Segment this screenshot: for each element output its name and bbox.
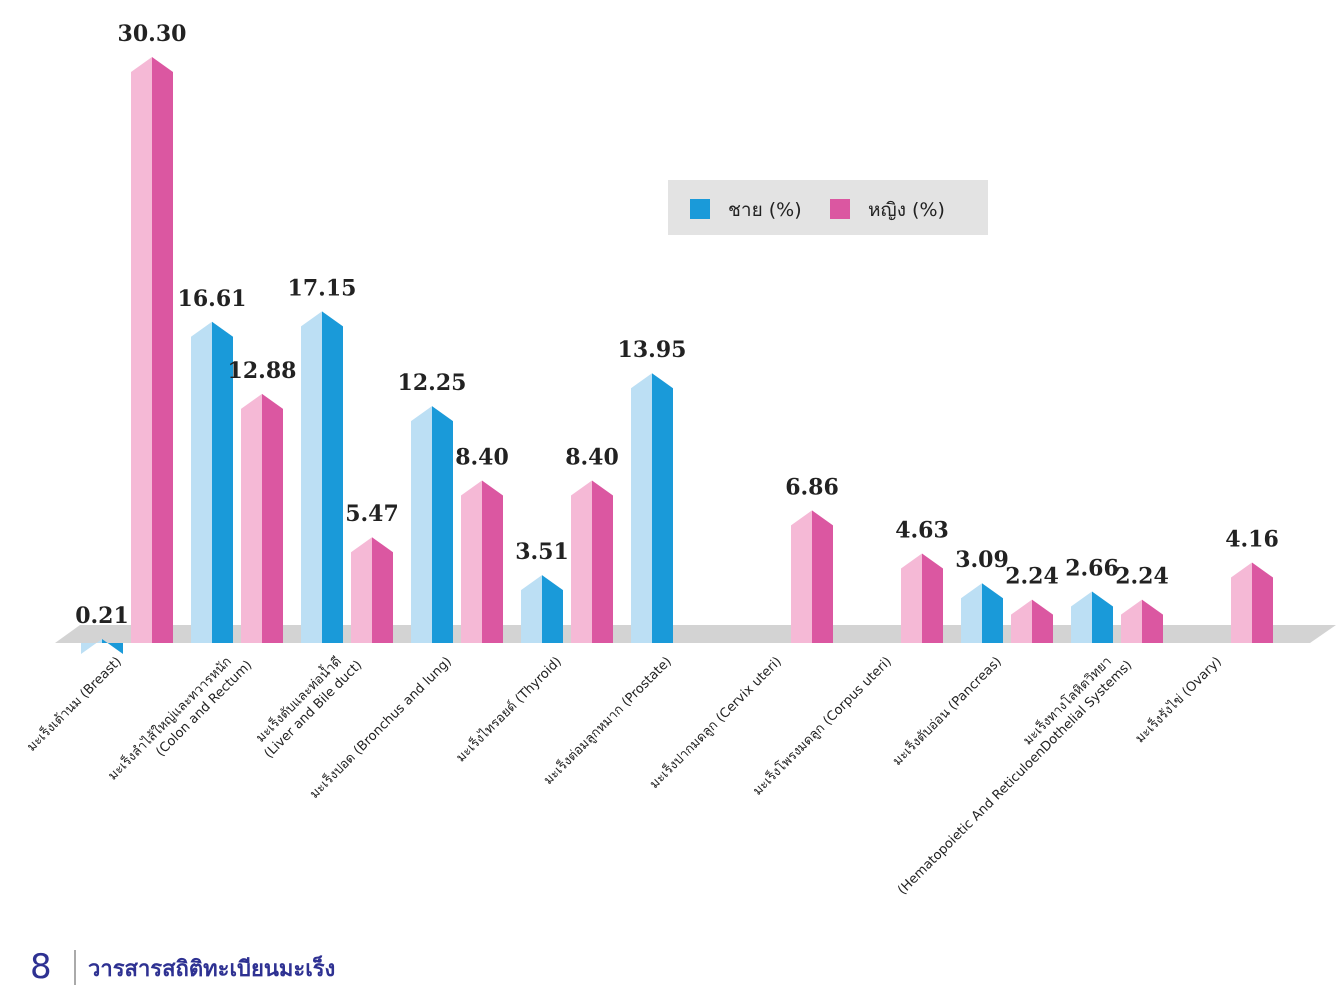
bar-left-face (461, 480, 482, 643)
bar (901, 553, 943, 643)
bar-right-face (152, 57, 173, 643)
bar-right-face (372, 537, 393, 643)
page-number: 8 (30, 947, 52, 987)
bar (81, 638, 123, 654)
value-label: 3.51 (515, 539, 569, 565)
value-label: 12.25 (398, 370, 467, 396)
bar-left-face (241, 393, 262, 643)
bar-right-face (1032, 599, 1053, 643)
value-label: 13.95 (618, 337, 687, 363)
value-label: 5.47 (345, 501, 399, 527)
bar-left-face (1121, 599, 1142, 643)
value-label: 8.40 (565, 445, 619, 471)
bar-left-face (81, 638, 102, 654)
bar (131, 57, 173, 643)
legend (668, 180, 988, 235)
footer-title: วารสารสถิติทะเบียนมะเร็ง (88, 954, 335, 982)
value-label: 4.16 (1225, 527, 1279, 553)
bar (1231, 562, 1273, 643)
bar-right-face (922, 553, 943, 643)
bar-left-face (1011, 599, 1032, 643)
bar-right-face (652, 373, 673, 643)
bar-right-face (812, 510, 833, 643)
bar (791, 510, 833, 643)
value-label: 2.24 (1005, 564, 1059, 590)
bar-right-face (482, 480, 503, 643)
value-label: 4.63 (895, 517, 949, 543)
x-tick-label: มะเร็งตับและท่อน้ำดี(Liver and Bile duct… (247, 644, 365, 762)
legend-swatch (690, 199, 710, 219)
bar-left-face (351, 537, 372, 643)
legend-label: ชาย (%) (728, 199, 802, 221)
value-label: 12.88 (228, 358, 297, 384)
x-tick-label: มะเร็งตับอ่อน (Pancreas) (888, 652, 1005, 769)
bar (961, 583, 1003, 643)
value-label: 30.30 (118, 21, 187, 47)
bar-left-face (631, 373, 652, 643)
bar (1121, 599, 1163, 643)
bar (191, 321, 233, 643)
x-tick-label: มะเร็งทางโลหิตวิทยา(Hematopoietic And Re… (881, 644, 1135, 898)
x-tick-label: มะเร็งลำไส้ใหญ่และทวารหนัก(Colon and Rec… (103, 644, 255, 796)
bar (301, 311, 343, 643)
bar (631, 373, 673, 643)
bar (571, 480, 613, 643)
bar-left-face (791, 510, 812, 643)
x-tick-label: มะเร็งเต้านม (Breast) (22, 652, 125, 755)
bar-right-face (1092, 591, 1113, 643)
value-label: 16.61 (178, 286, 247, 312)
bar-right-face (542, 575, 563, 643)
legend-label: หญิง (%) (868, 199, 945, 221)
value-label: 0.21 (75, 603, 129, 629)
bar-right-face (322, 311, 343, 643)
bar-right-face (262, 393, 283, 643)
value-label: 2.66 (1065, 556, 1119, 582)
bar-right-face (432, 406, 453, 643)
bar (461, 480, 503, 643)
bar (1011, 599, 1053, 643)
value-label: 6.86 (785, 474, 839, 500)
bar (241, 393, 283, 643)
x-tick-label: มะเร็งรังไข่ (Ovary) (1131, 652, 1225, 746)
bar (351, 537, 393, 643)
bar-left-face (191, 321, 212, 643)
value-label: 3.09 (955, 547, 1009, 573)
bar-right-face (982, 583, 1003, 643)
value-label: 2.24 (1115, 564, 1169, 590)
value-label: 8.40 (455, 445, 509, 471)
bar-right-face (212, 321, 233, 643)
bar-right-face (592, 480, 613, 643)
bar-left-face (1071, 591, 1092, 643)
bar (411, 406, 453, 643)
bar (1071, 591, 1113, 643)
x-tick-label: มะเร็งต่อมลูกหมาก (Prostate) (539, 652, 675, 788)
bar-right-face (1252, 562, 1273, 643)
bar (521, 575, 563, 643)
x-tick-label: มะเร็งไทรอยด์ (Thyroid) (451, 652, 564, 765)
bar-right-face (102, 638, 123, 654)
bar-left-face (1231, 562, 1252, 643)
bar-left-face (131, 57, 152, 643)
bar-left-face (901, 553, 922, 643)
bar-left-face (521, 575, 542, 643)
bar-left-face (411, 406, 432, 643)
bar-left-face (961, 583, 982, 643)
bar-left-face (571, 480, 592, 643)
bar-right-face (1142, 599, 1163, 643)
value-label: 17.15 (288, 275, 357, 301)
legend-swatch (830, 199, 850, 219)
bar-left-face (301, 311, 322, 643)
